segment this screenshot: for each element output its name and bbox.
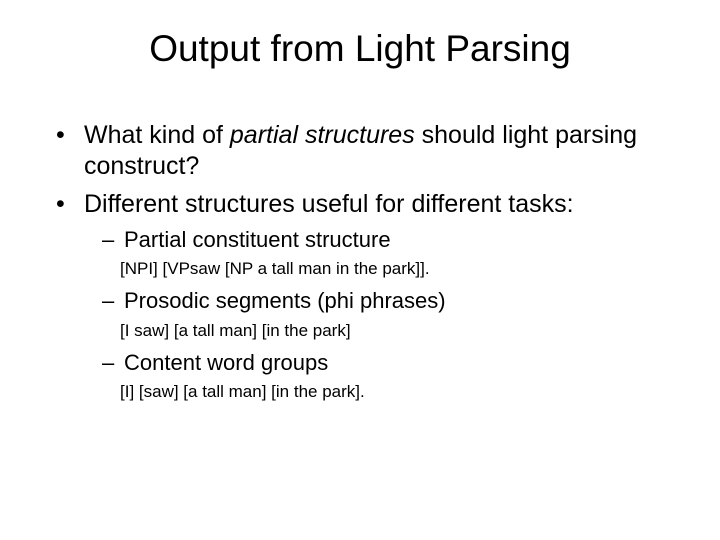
slide-title: Output from Light Parsing xyxy=(40,28,680,70)
sub1-label: Partial constituent structure xyxy=(124,227,391,252)
sub2-example: [I saw] [a tall man] [in the park] xyxy=(120,320,680,343)
bullet1-italic: partial structures xyxy=(230,121,415,149)
sub1-example: [NPI] [VPsaw [NP a tall man in the park]… xyxy=(120,258,680,281)
slide: Output from Light Parsing What kind of p… xyxy=(0,0,720,540)
bullet-list-level2: Partial constituent structure [NPI] [VPs… xyxy=(102,226,680,405)
sub3-example: [I] [saw] [a tall man] [in the park]. xyxy=(120,381,680,404)
bullet-item-2: Different structures useful for differen… xyxy=(56,189,680,405)
bullet-list-level1: What kind of partial structures should l… xyxy=(56,120,680,404)
sub-item-3: Content word groups xyxy=(102,349,680,378)
sub2-label: Prosodic segments (phi phrases) xyxy=(124,288,446,313)
sub-item-2: Prosodic segments (phi phrases) xyxy=(102,287,680,316)
bullet2-text: Different structures useful for differen… xyxy=(84,190,574,218)
sub-item-1: Partial constituent structure xyxy=(102,226,680,255)
bullet1-pre: What kind of xyxy=(84,121,230,149)
bullet-item-1: What kind of partial structures should l… xyxy=(56,120,680,183)
sub3-label: Content word groups xyxy=(124,350,328,375)
